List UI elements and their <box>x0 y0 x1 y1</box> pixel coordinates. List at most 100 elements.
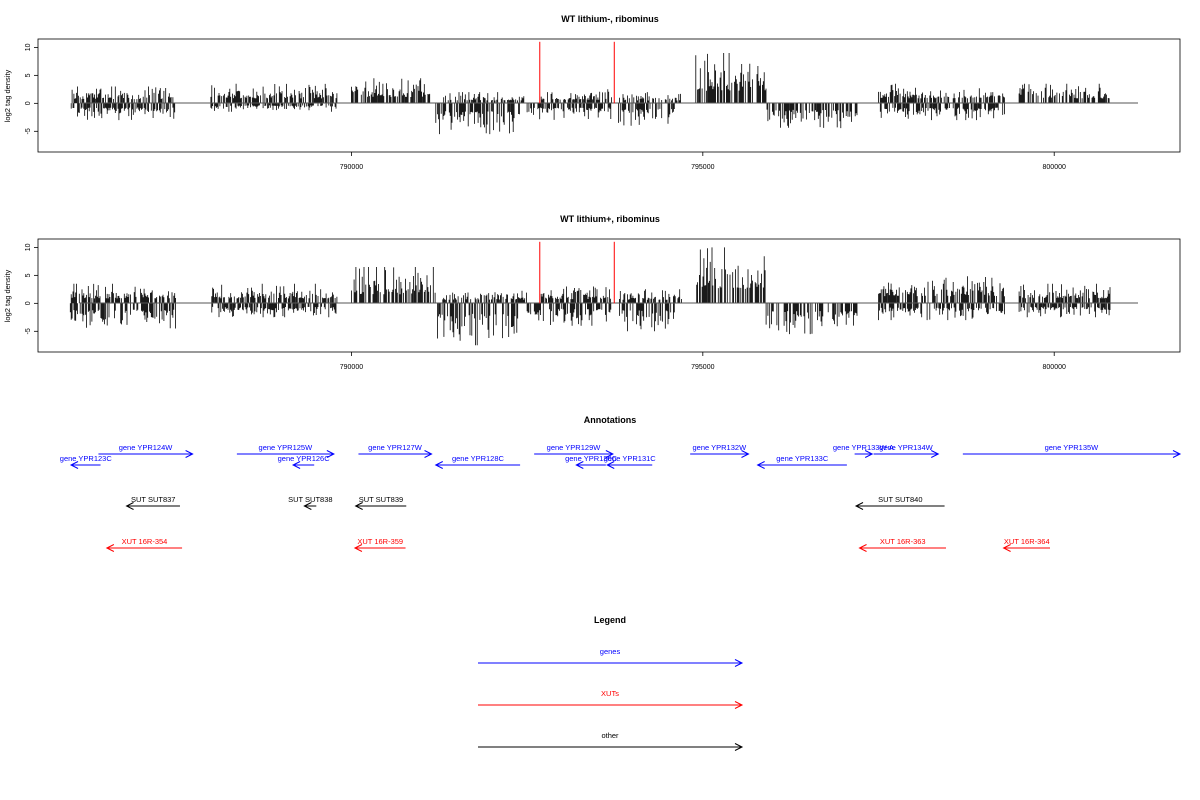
feature-arrow-head <box>756 461 765 469</box>
panel2-title: WT lithium+, ribominus <box>560 214 660 224</box>
y-tick-label: 5 <box>25 273 32 277</box>
feature-arrow-head <box>1172 450 1182 458</box>
feature-arrow-head <box>291 461 301 469</box>
y-tick-label: 0 <box>25 101 32 105</box>
panel1-density-bars <box>70 53 1110 135</box>
panel1-frame <box>37 38 1181 153</box>
density-bar-series <box>70 53 1110 135</box>
feature-arrow-head <box>575 461 584 469</box>
feature-label: gene YPR124W <box>119 443 174 452</box>
x-tick-label: 800000 <box>1043 364 1066 371</box>
annotation-feature: gene YPR125W <box>236 443 335 458</box>
feature-arrow-head <box>424 450 433 458</box>
annotation-feature: SUT SUT838 <box>288 495 333 510</box>
feature-arrow-head <box>353 544 363 552</box>
density-bar-series <box>69 247 1111 346</box>
feature-label: XUT 16R-354 <box>122 537 168 546</box>
legend-label: XUTs <box>601 689 619 698</box>
feature-arrow-head <box>854 502 864 510</box>
y-tick-label: -5 <box>25 328 32 334</box>
annotation-feature: gene YPR129W <box>534 443 614 458</box>
feature-arrow-head <box>105 544 115 552</box>
legend-label: other <box>601 731 619 740</box>
feature-label: XUT 16R-363 <box>880 537 926 546</box>
annotation-feature: gene YPR128C <box>434 454 521 469</box>
feature-label: gene YPR125W <box>259 443 314 452</box>
feature-label: gene YPR131C <box>604 454 657 463</box>
annotation-track: gene YPR124W gene YPR123C gene YPR125W gene… <box>60 443 1182 552</box>
feature-arrow-head <box>858 544 867 552</box>
annotation-feature: gene YPR124W <box>98 443 194 458</box>
feature-arrow-head <box>434 461 443 469</box>
panel2-density-bars <box>69 247 1111 346</box>
panel1-y-axis: -5 0 5 10 <box>25 43 38 134</box>
panel2-peaks <box>539 241 615 304</box>
feature-label: gene YPR132W <box>693 443 748 452</box>
feature-label: SUT SUT840 <box>878 495 922 504</box>
feature-arrow-head <box>605 450 614 458</box>
y-tick-label: 10 <box>25 243 32 251</box>
annotation-feature: SUT SUT837 <box>125 495 180 510</box>
legend: genes XUTs other <box>478 647 744 751</box>
feature-label: gene YPR129W <box>547 443 602 452</box>
panel2-y-axis: -5 0 5 10 <box>25 243 38 334</box>
x-tick-label: 795000 <box>691 164 714 171</box>
legend-title: Legend <box>594 615 626 625</box>
feature-arrow-head <box>931 450 940 458</box>
x-tick-label: 800000 <box>1043 164 1066 171</box>
feature-arrow-head <box>741 450 750 458</box>
feature-label: gene YPR134W <box>879 443 934 452</box>
y-tick-label: 0 <box>25 301 32 305</box>
feature-label: XUT 16R-364 <box>1004 537 1050 546</box>
feature-arrow-head <box>354 502 363 510</box>
feature-label: gene YPR126C <box>278 454 331 463</box>
feature-label: SUT SUT839 <box>359 495 403 504</box>
x-tick-label: 795000 <box>691 364 714 371</box>
feature-label: gene YPR130C <box>565 454 618 463</box>
feature-label: gene YPR135W <box>1045 443 1100 452</box>
panel2-ylabel: log2 tag density <box>3 269 12 322</box>
x-tick-label: 790000 <box>340 364 363 371</box>
feature-label: XUT 16R-359 <box>357 537 403 546</box>
feature-arrow-head <box>326 450 335 458</box>
legend-arrow-head <box>734 659 744 667</box>
feature-arrow-head <box>69 461 79 469</box>
y-tick-label: 10 <box>25 43 32 51</box>
feature-label: gene YPR127W <box>368 443 423 452</box>
feature-arrow-head <box>125 502 134 510</box>
feature-arrow-head <box>864 450 874 458</box>
y-tick-label: 5 <box>25 73 32 77</box>
legend-entry: genes <box>478 647 744 667</box>
feature-arrow-head <box>303 502 312 510</box>
annotation-feature: XUT 16R-359 <box>353 537 406 552</box>
y-tick-label: -5 <box>25 128 32 134</box>
annotation-feature: gene YPR134W <box>873 443 940 458</box>
annotation-feature: gene YPR135W <box>962 443 1182 458</box>
legend-entry: other <box>478 731 744 751</box>
annotation-feature: XUT 16R-354 <box>105 537 183 552</box>
legend-entry: XUTs <box>478 689 744 709</box>
feature-label: gene YPR128C <box>452 454 505 463</box>
feature-arrow-head <box>185 450 194 458</box>
annotation-feature: XUT 16R-364 <box>1002 537 1050 552</box>
panel1-ylabel: log2 tag density <box>3 69 12 122</box>
annotation-feature: gene YPR123C <box>60 454 112 469</box>
legend-arrow-head <box>734 743 744 751</box>
annotation-feature: gene YPR130C <box>565 454 618 469</box>
annotation-feature: gene YPR133C <box>756 454 847 469</box>
panel2-frame <box>37 238 1181 353</box>
feature-label: SUT SUT837 <box>131 495 175 504</box>
feature-arrow-head <box>606 461 615 469</box>
annotation-feature: SUT SUT840 <box>854 495 945 510</box>
panel1-peaks <box>539 41 615 104</box>
feature-arrow-head <box>1002 544 1011 552</box>
annotations-title: Annotations <box>584 415 637 425</box>
annotation-feature: SUT SUT839 <box>354 495 407 510</box>
x-tick-label: 790000 <box>340 164 363 171</box>
panel1-title: WT lithium-, ribominus <box>561 14 659 24</box>
feature-label: gene YPR133C <box>776 454 829 463</box>
annotation-feature: gene YPR133W-A <box>833 443 894 458</box>
annotation-feature: gene YPR126C <box>278 454 331 469</box>
annotation-feature: gene YPR132W <box>690 443 750 458</box>
